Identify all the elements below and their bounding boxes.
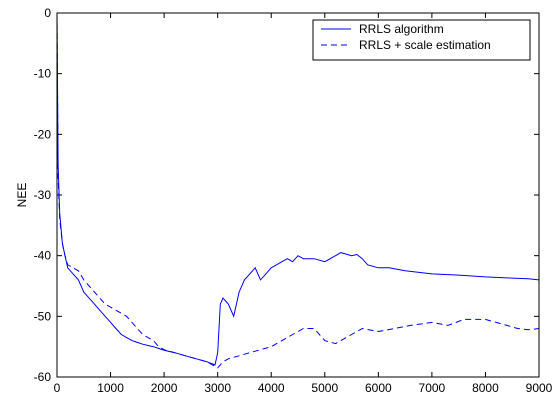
x-tick-label: 3000 xyxy=(204,381,231,395)
x-tick-label: 0 xyxy=(54,381,61,395)
series-line-rrls-scale xyxy=(56,12,540,369)
y-tick-label: -40 xyxy=(34,249,52,263)
y-tick-label: -10 xyxy=(34,67,52,81)
legend-entry-label: RRLS + scale estimation xyxy=(359,38,491,52)
y-tick-label: -30 xyxy=(34,188,52,202)
x-tick-label: 9000 xyxy=(526,381,553,395)
x-tick-label: 6000 xyxy=(365,381,392,395)
x-tick-label: 8000 xyxy=(472,381,499,395)
y-tick-label: -60 xyxy=(34,370,52,384)
x-tick-label: 5000 xyxy=(311,381,338,395)
legend: RRLS algorithm RRLS + scale estimation xyxy=(312,19,531,61)
x-tick-label: 1000 xyxy=(97,381,124,395)
x-tick-label: 4000 xyxy=(258,381,285,395)
y-axis-label: NEE xyxy=(15,183,29,208)
series-layer xyxy=(56,12,540,369)
y-tick-label: -50 xyxy=(34,309,52,323)
legend-entry-label: RRLS algorithm xyxy=(359,22,444,36)
x-tick-label: 2000 xyxy=(151,381,178,395)
y-tick-label: 0 xyxy=(44,6,51,20)
legend-box xyxy=(312,19,531,61)
x-tick-label: 7000 xyxy=(419,381,446,395)
y-tick-label: -20 xyxy=(34,127,52,141)
ticks-layer: 0 1000 2000 3000 4000 5000 6000 7000 8000 9000 0 -1… xyxy=(34,6,553,395)
plot-frame xyxy=(56,12,540,378)
series-line-rrls xyxy=(56,12,540,366)
